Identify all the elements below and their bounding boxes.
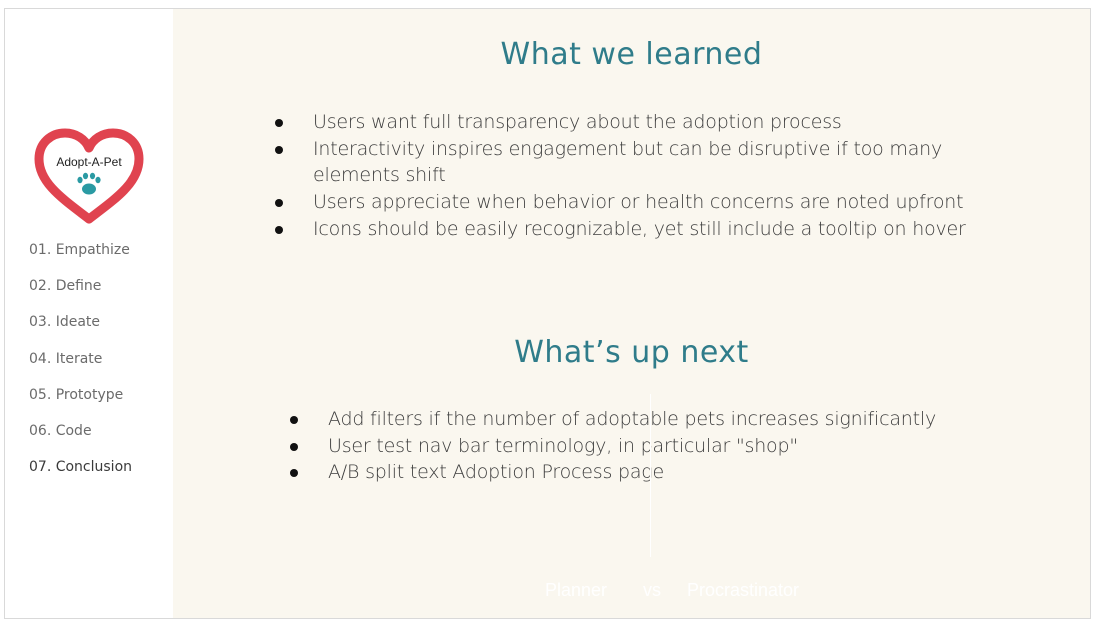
nav-item-empathize[interactable]: 01. Empathize [29, 242, 130, 258]
logo-text: Adopt-A-Pet [56, 155, 122, 169]
heart-icon [34, 128, 144, 224]
section-nav: 01. Empathize 02. Define 03. Ideate 04. … [29, 239, 132, 492]
adopt-a-pet-logo: Adopt-A-Pet [34, 128, 144, 224]
nav-item-iterate[interactable]: 04. Iterate [29, 350, 103, 367]
learned-item: Users appreciate when behavior or health… [275, 189, 975, 216]
nav-item-ideate[interactable]: 03. Ideate [29, 314, 101, 331]
faint-divider [650, 394, 651, 557]
paw-icon [77, 172, 101, 195]
next-item: Add filters if the number of adoptable p… [290, 406, 990, 433]
next-list: Add filters if the number of adoptable p… [290, 406, 990, 486]
learned-list: Users want full transparency about the a… [275, 109, 975, 243]
faint-label-procrastinator: Procrastinator [687, 580, 800, 600]
learned-item: Interactivity inspires engagement but ca… [275, 136, 975, 189]
faint-label-vs: vs [643, 580, 661, 600]
learned-item: Icons should be easily recognizable, yet… [275, 216, 975, 243]
nav-item-conclusion[interactable]: 07. Conclusion [29, 459, 133, 476]
slide-content: What we learned Users want full transpar… [173, 9, 1090, 618]
next-heading: What’s up next [514, 335, 749, 370]
nav-item-code[interactable]: 06. Code [29, 422, 92, 439]
next-item: A/B split text Adoption Process page [290, 459, 990, 486]
slide-frame: Adopt-A-Pet 01. Empathize 02. Define 03.… [4, 8, 1091, 619]
faint-label-planner: Planner [545, 580, 608, 600]
nav-item-prototype[interactable]: 05. Prototype [29, 386, 124, 403]
learned-heading: What we learned [500, 37, 763, 72]
sidebar: Adopt-A-Pet 01. Empathize 02. Define 03.… [5, 9, 173, 618]
next-item: User test nav bar terminology, in partic… [290, 433, 990, 460]
learned-item: Users want full transparency about the a… [275, 109, 975, 136]
nav-item-define[interactable]: 02. Define [29, 278, 102, 295]
